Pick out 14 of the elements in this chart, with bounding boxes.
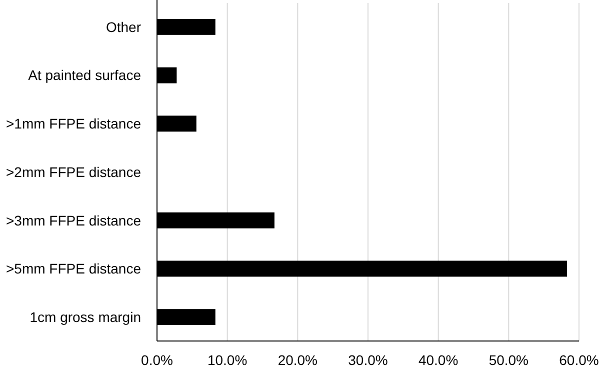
y-tick-label: Other bbox=[106, 18, 142, 35]
x-tick-label: 60.0% bbox=[559, 352, 599, 368]
y-tick-label: >2mm FFPE distance bbox=[6, 164, 142, 180]
y-tick-label: >1mm FFPE distance bbox=[6, 116, 142, 132]
y-tick-label: >3mm FFPE distance bbox=[6, 212, 142, 228]
x-tick-label: 0.0% bbox=[141, 352, 173, 368]
x-tick-label: 10.0% bbox=[207, 352, 248, 368]
y-tick-label: >5mm FFPE distance bbox=[6, 260, 142, 277]
x-tick-label: 30.0% bbox=[348, 352, 388, 368]
x-tick-label: 20.0% bbox=[278, 352, 318, 368]
y-tick-label: 1cm gross margin bbox=[30, 308, 141, 325]
x-tick-label: 50.0% bbox=[488, 352, 529, 368]
y-tick-label: At painted surface bbox=[28, 67, 142, 84]
x-tick-label: 40.0% bbox=[418, 352, 458, 368]
